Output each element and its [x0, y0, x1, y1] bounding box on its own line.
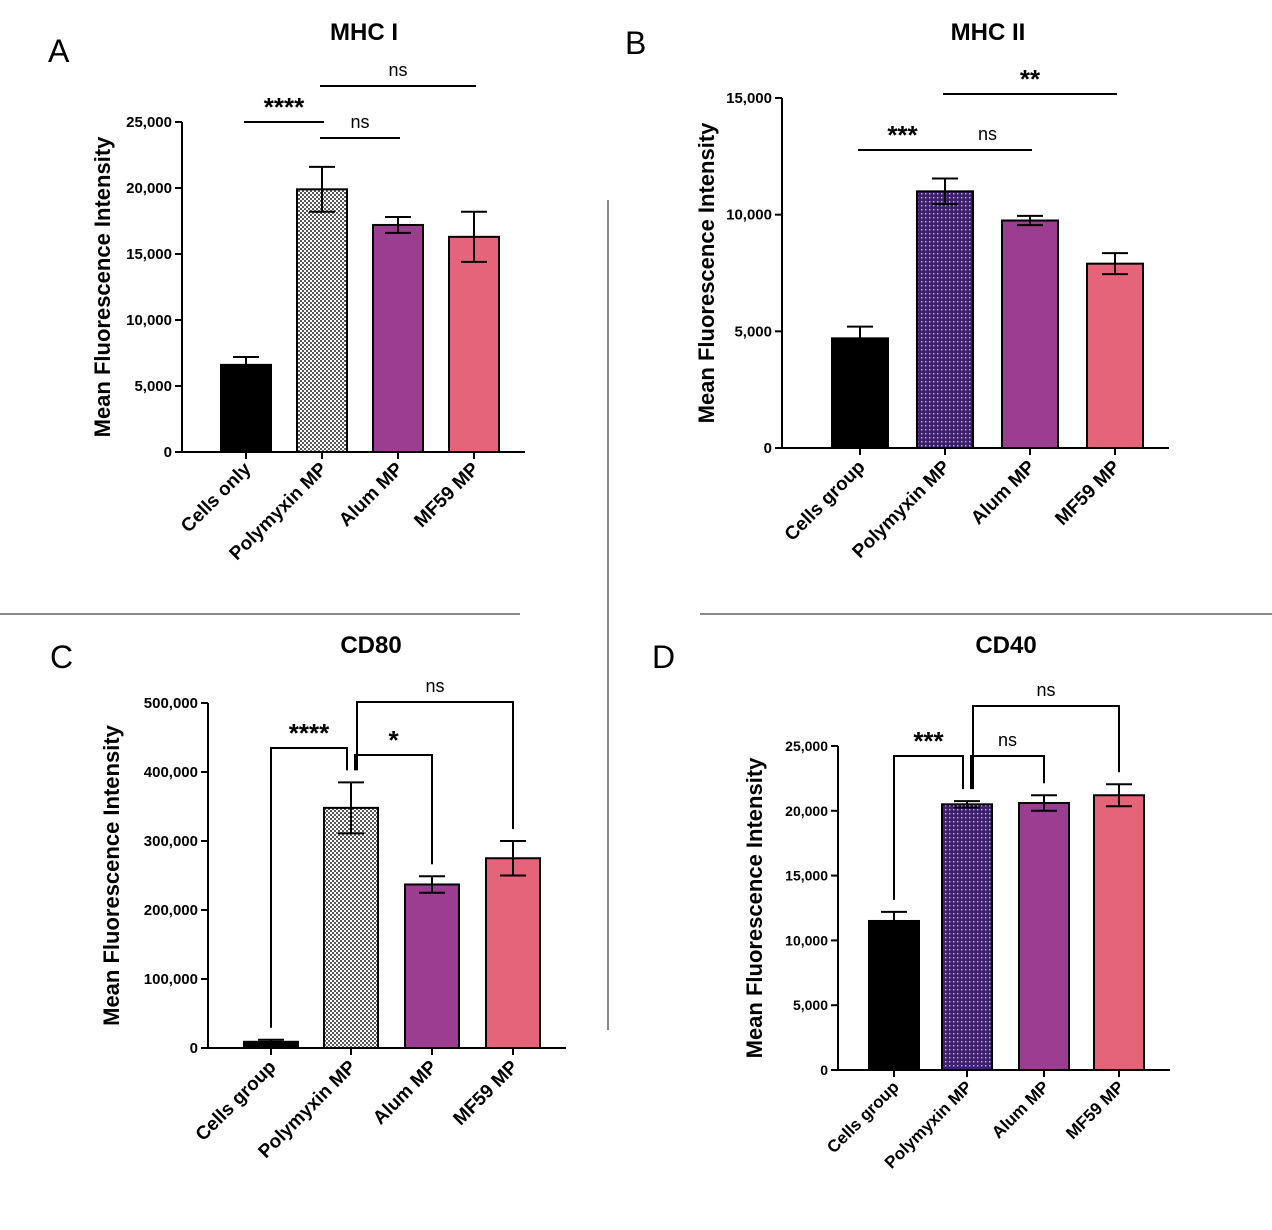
- category-label: Cells group: [781, 457, 870, 546]
- significance-bracket: [970, 755, 1045, 790]
- significance-label: ****: [264, 92, 305, 122]
- significance-label: *: [388, 725, 399, 755]
- y-tick-label: 5,000: [734, 323, 772, 340]
- category-label: Cells group: [192, 1057, 281, 1146]
- significance-label: ns: [388, 60, 407, 80]
- bar: [372, 223, 424, 453]
- chart-title: MHC II: [951, 19, 1026, 46]
- chart-title: CD40: [975, 632, 1036, 659]
- category-label: Cells only: [177, 458, 256, 537]
- chart-cd80: CD80 Mean Fluorescence Intensity 0 100,000 2…: [99, 632, 566, 1163]
- category-label: Alum MP: [988, 1077, 1053, 1142]
- significance-bracket: [356, 701, 514, 829]
- bar: [1018, 802, 1070, 1071]
- category-label: Alum MP: [369, 1056, 442, 1129]
- category-label: MF59 MP: [449, 1056, 522, 1129]
- y-tick-label: 20,000: [126, 180, 172, 197]
- y-tick-label: 0: [164, 444, 172, 461]
- bar: [323, 806, 379, 1049]
- bar: [243, 1040, 299, 1050]
- significance-label: ns: [998, 730, 1017, 750]
- bar: [831, 337, 889, 450]
- y-axis-label: Mean Fluorescence Intensity: [742, 757, 767, 1059]
- significance-label: **: [1020, 64, 1041, 94]
- y-tick-label: 15,000: [726, 90, 772, 107]
- significance-label: ***: [913, 726, 944, 756]
- bar: [485, 857, 541, 1049]
- bar: [448, 235, 500, 453]
- y-tick-label: 25,000: [785, 738, 828, 754]
- chart-title: MHC I: [330, 19, 398, 46]
- category-label: MF59 MP: [1051, 456, 1124, 529]
- y-tick-label: 5,000: [134, 378, 172, 395]
- significance-bracket: [893, 755, 964, 900]
- panel-letter-d: D: [652, 639, 675, 675]
- category-label: MF59 MP: [410, 458, 483, 531]
- panel-letter-b: B: [625, 25, 646, 61]
- bar: [941, 803, 993, 1071]
- y-tick-label: 15,000: [126, 246, 172, 263]
- y-tick-label: 500,000: [144, 695, 198, 712]
- bar: [296, 188, 348, 453]
- significance-bracket: [354, 754, 433, 865]
- bar: [220, 363, 272, 454]
- y-tick-label: 100,000: [144, 971, 198, 988]
- category-label: Alum MP: [335, 458, 408, 531]
- y-tick-label: 10,000: [726, 207, 772, 224]
- significance-label: ns: [350, 112, 369, 132]
- y-tick-label: 200,000: [144, 902, 198, 919]
- y-tick-label: 20,000: [785, 803, 828, 819]
- category-label: MF59 MP: [1062, 1077, 1128, 1143]
- y-axis-label: Mean Fluorescence Intensity: [99, 724, 124, 1026]
- significance-label: ns: [1036, 680, 1055, 700]
- panel-letter-a: A: [48, 33, 70, 69]
- chart-mhc-ii: MHC II Mean Fluorescence Intensity 0 5,000 1…: [694, 19, 1169, 563]
- significance-label: ns: [978, 124, 997, 144]
- chart-mhc-i: MHC I Mean Fluorescence Intensity 0 5,000 10…: [90, 19, 525, 565]
- bar: [868, 919, 920, 1072]
- y-tick-label: 0: [764, 440, 772, 457]
- significance-label: ***: [887, 120, 918, 150]
- panel-letter-c: C: [50, 639, 73, 675]
- significance-bracket: [270, 747, 348, 1028]
- y-tick-label: 5,000: [793, 997, 828, 1013]
- bar: [1093, 794, 1145, 1071]
- y-tick-label: 10,000: [126, 312, 172, 329]
- chart-title: CD80: [340, 632, 401, 659]
- category-label: Alum MP: [967, 456, 1040, 529]
- significance-label: ****: [289, 718, 330, 748]
- y-tick-label: 0: [190, 1040, 198, 1057]
- y-tick-label: 300,000: [144, 833, 198, 850]
- bar: [1001, 219, 1059, 449]
- chart-cd40: CD40 Mean Fluorescence Intensity 0 5,000 10,…: [742, 632, 1170, 1172]
- significance-bracket: [972, 705, 1120, 790]
- y-tick-label: 400,000: [144, 764, 198, 781]
- bar: [1086, 262, 1144, 449]
- y-tick-label: 0: [820, 1062, 828, 1078]
- y-axis-label: Mean Fluorescence Intensity: [90, 136, 115, 438]
- bar: [916, 190, 974, 449]
- y-tick-label: 15,000: [785, 868, 828, 884]
- y-tick-label: 10,000: [785, 932, 828, 948]
- bar: [404, 883, 460, 1049]
- significance-label: ns: [425, 676, 444, 696]
- y-tick-label: 25,000: [126, 114, 172, 131]
- category-label: Cells group: [823, 1077, 903, 1157]
- y-axis-label: Mean Fluorescence Intensity: [694, 122, 719, 424]
